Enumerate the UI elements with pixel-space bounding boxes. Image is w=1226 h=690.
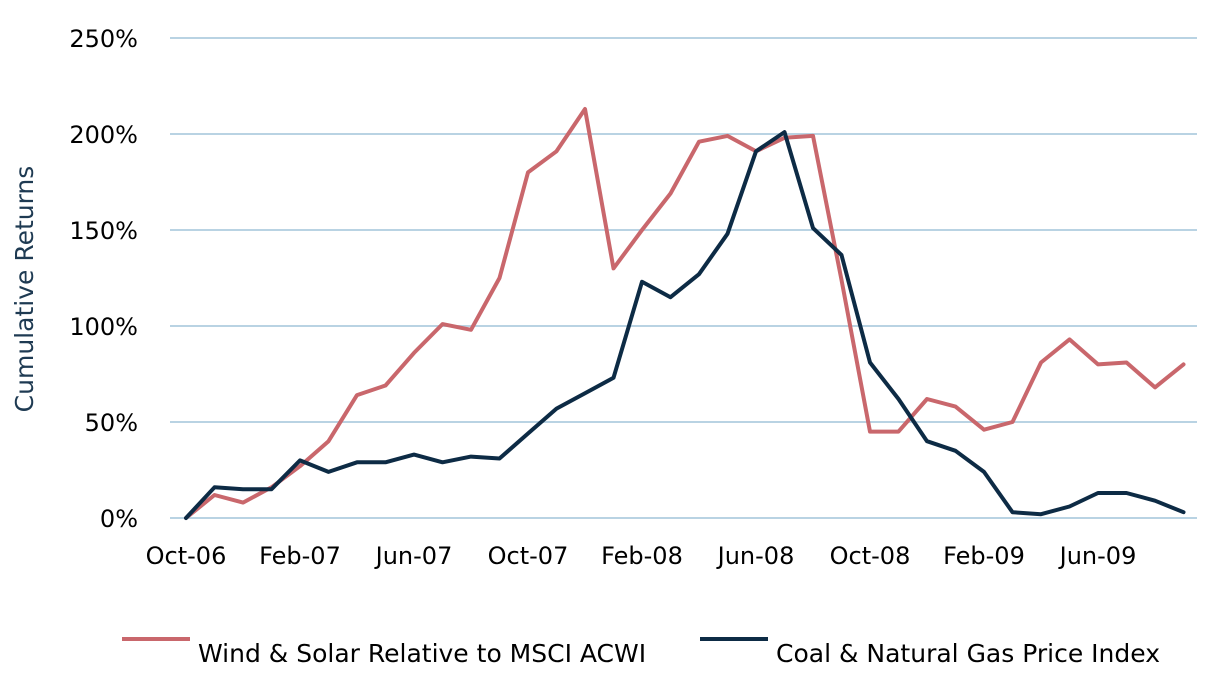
x-tick-label: Jun-09 <box>1058 542 1137 570</box>
legend-label: Coal & Natural Gas Price Index <box>776 639 1160 668</box>
x-tick-label: Jun-07 <box>374 542 453 570</box>
series-line-2 <box>184 130 1186 520</box>
y-axis-label: Cumulative Returns <box>10 166 39 413</box>
x-tick-label: Feb-09 <box>943 542 1025 570</box>
y-tick-label: 150% <box>69 217 138 245</box>
legend: Wind & Solar Relative to MSCI ACWI Coal &… <box>122 637 1160 668</box>
series-line-1 <box>184 107 1186 520</box>
y-tick-label: 200% <box>69 121 138 149</box>
x-tick-label: Feb-07 <box>259 542 341 570</box>
x-tick-label: Oct-08 <box>830 542 911 570</box>
x-tick-label: Oct-07 <box>488 542 569 570</box>
y-tick-label: 0% <box>100 505 138 533</box>
x-axis-tick-labels: Oct-06 Feb-07 Jun-07 Oct-07 Feb-08 Jun-08 Oct-… <box>146 542 1137 570</box>
y-tick-label: 50% <box>85 409 138 437</box>
y-axis-tick-labels: 0% 50% 100% 150% 200% 250% <box>69 25 138 533</box>
x-tick-label: Oct-06 <box>146 542 227 570</box>
y-tick-label: 250% <box>69 25 138 53</box>
legend-label: Wind & Solar Relative to MSCI ACWI <box>198 639 646 668</box>
gridlines <box>170 37 1197 519</box>
series-lines <box>184 107 1186 520</box>
x-tick-label: Feb-08 <box>601 542 683 570</box>
x-tick-label: Jun-08 <box>716 542 795 570</box>
y-tick-label: 100% <box>69 313 138 341</box>
